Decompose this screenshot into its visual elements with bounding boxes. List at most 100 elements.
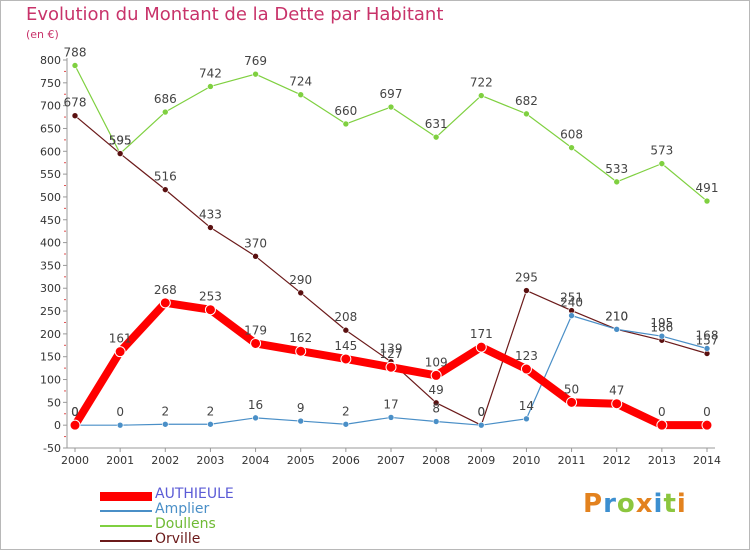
data-point-doullens (342, 120, 350, 128)
data-point-orville (161, 186, 169, 193)
data-label-doullens: 660 (334, 104, 357, 118)
data-label-authieule: 47 (609, 384, 624, 398)
data-point-doullens (161, 108, 169, 116)
data-label-amplier: 2 (161, 404, 169, 418)
data-point-amplier (613, 326, 621, 333)
data-point-orville (523, 287, 530, 294)
x-tick-label: 2000 (61, 454, 89, 467)
x-tick-label: 2008 (422, 454, 450, 467)
x-tick-label: 2009 (467, 454, 495, 467)
data-label-doullens: 788 (64, 45, 87, 59)
data-label-doullens: 573 (650, 144, 673, 158)
data-point-orville (297, 289, 305, 297)
proxiti-logo: Proxiti (583, 489, 687, 519)
data-label-orville: 186 (650, 320, 673, 334)
data-label-authieule: 0 (71, 405, 79, 419)
data-label-amplier: 240 (560, 296, 583, 310)
data-label-amplier: 168 (696, 328, 719, 342)
data-label-amplier: 2 (342, 404, 350, 418)
data-label-orville: 208 (334, 310, 357, 324)
data-point-orville (207, 224, 214, 231)
data-point-amplier (207, 420, 214, 428)
data-label-authieule: 161 (109, 332, 132, 346)
x-tick-label: 2011 (558, 454, 586, 467)
data-label-orville: 595 (109, 134, 132, 148)
data-point-authieule (114, 346, 126, 358)
y-tick-label: 650 (40, 122, 61, 135)
data-point-authieule (656, 419, 668, 431)
data-point-authieule (250, 337, 262, 349)
data-point-amplier (387, 414, 395, 421)
data-point-amplier (342, 420, 350, 428)
data-point-amplier (161, 420, 169, 428)
data-label-doullens: 724 (289, 75, 312, 89)
data-label-doullens: 682 (515, 94, 538, 108)
data-point-doullens (252, 70, 259, 78)
data-point-orville (342, 326, 350, 334)
y-tick-label: 300 (40, 282, 61, 295)
x-tick-label: 2002 (151, 454, 179, 467)
data-point-orville (116, 150, 124, 157)
data-label-authieule: 171 (470, 327, 493, 341)
data-label-amplier: 9 (297, 401, 305, 415)
data-point-authieule (340, 353, 352, 365)
data-label-authieule: 50 (564, 382, 579, 396)
data-point-authieule (159, 297, 171, 309)
y-tick-label: 700 (40, 100, 61, 113)
data-label-orville: 370 (244, 236, 267, 250)
data-label-orville: 678 (64, 96, 87, 110)
legend-swatch-doullens (100, 525, 152, 527)
x-tick-label: 2005 (287, 454, 315, 467)
y-tick-label: 50 (47, 396, 61, 409)
data-point-authieule (475, 341, 487, 353)
x-tick-label: 2007 (377, 454, 405, 467)
data-label-orville: 0 (477, 405, 485, 419)
chart-unit-label: (en €) (26, 28, 59, 41)
data-label-authieule: 0 (703, 405, 711, 419)
data-point-doullens (207, 83, 214, 90)
data-label-doullens: 631 (425, 117, 448, 131)
legend-label-orville: Orville (155, 531, 201, 547)
y-tick-label: -50 (43, 442, 61, 455)
x-tick-label: 2003 (196, 454, 224, 467)
data-label-doullens: 722 (470, 76, 493, 90)
data-label-amplier: 0 (116, 405, 124, 419)
data-label-authieule: 268 (154, 283, 177, 297)
x-tick-label: 2012 (603, 454, 631, 467)
data-label-authieule: 145 (334, 339, 357, 353)
y-tick-label: 500 (40, 191, 61, 204)
x-tick-label: 2010 (512, 454, 540, 467)
y-tick-label: 150 (40, 351, 61, 364)
y-tick-label: 0 (54, 419, 61, 432)
data-label-doullens: 608 (560, 128, 583, 142)
data-point-amplier (477, 421, 485, 429)
data-label-orville: 516 (154, 170, 177, 184)
data-label-amplier: 210 (605, 309, 628, 323)
x-tick-label: 2014 (693, 454, 721, 467)
data-label-doullens: 686 (154, 92, 177, 106)
data-point-amplier (432, 418, 440, 425)
legend-swatch-orville (100, 540, 152, 542)
data-label-doullens: 491 (696, 181, 719, 195)
data-point-amplier (568, 312, 575, 319)
y-tick-label: 800 (40, 54, 61, 67)
legend-label-doullens: Doullens (155, 516, 216, 532)
x-tick-label: 2006 (332, 454, 360, 467)
data-label-authieule: 253 (199, 290, 222, 304)
data-point-doullens (71, 62, 79, 69)
data-point-authieule (69, 419, 81, 431)
y-tick-label: 100 (40, 374, 61, 387)
data-point-doullens (432, 133, 440, 141)
y-tick-label: 400 (40, 237, 61, 250)
data-point-amplier (703, 345, 711, 352)
data-label-doullens: 595 (109, 134, 132, 148)
data-label-orville: 433 (199, 208, 222, 222)
x-tick-label: 2001 (106, 454, 134, 467)
data-point-doullens (297, 91, 305, 98)
data-point-amplier (523, 415, 530, 423)
data-label-authieule: 162 (289, 331, 312, 345)
y-tick-label: 750 (40, 77, 61, 90)
chart-title: Evolution du Montant de la Dette par Hab… (26, 4, 444, 25)
